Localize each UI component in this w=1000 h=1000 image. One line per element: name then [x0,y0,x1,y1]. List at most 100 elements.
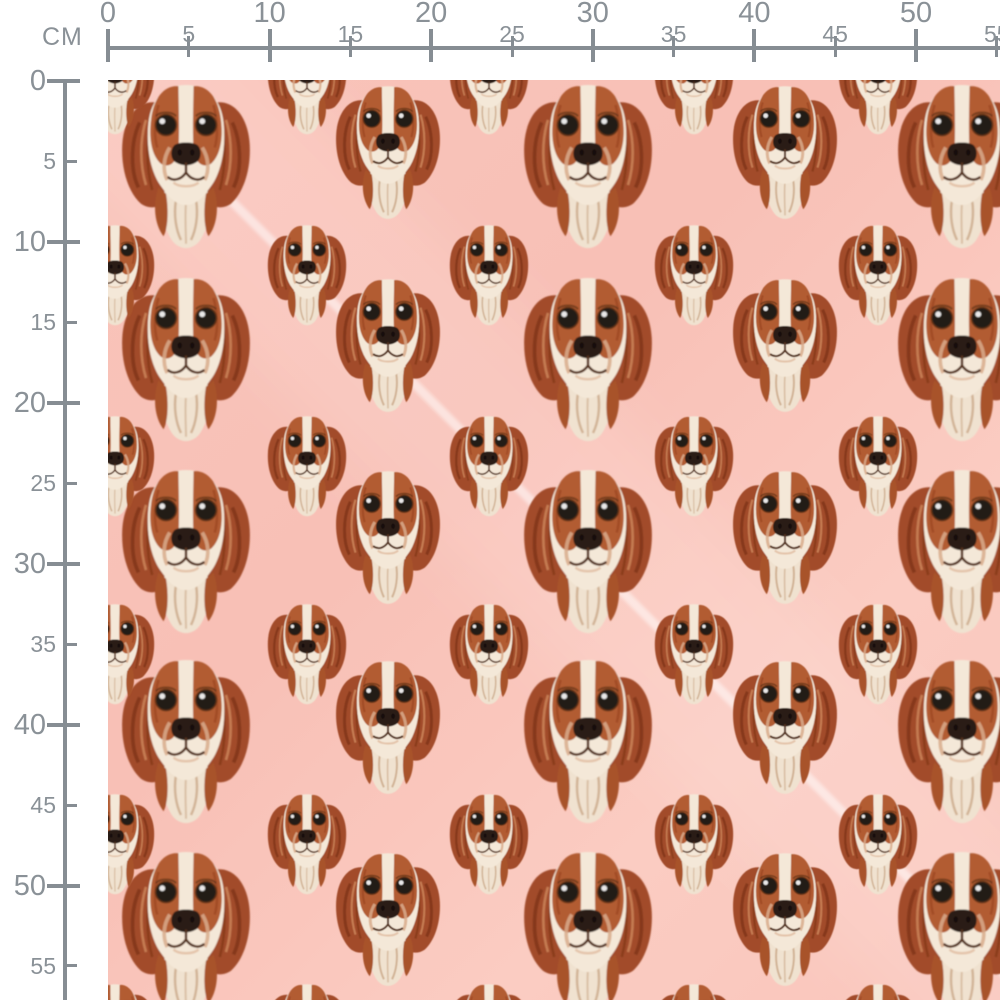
horizontal-ruler-tick [106,29,110,62]
dog-head-small [108,216,161,331]
dog-head-small [108,975,161,1000]
dog-head-large [887,837,1000,1000]
horizontal-ruler-tick [833,36,837,57]
dog-head-small [443,216,535,331]
dog-head-small [443,407,535,522]
dog-head-small [261,80,353,140]
dog-head-medium [724,841,846,994]
horizontal-ruler-label: 20 [415,0,448,29]
dog-head-large [513,455,663,643]
dog-head-small [832,216,924,331]
vertical-ruler-tick [47,561,80,566]
dog-head-small [261,785,353,900]
horizontal-ruler-label: 45 [822,21,848,47]
horizontal-ruler-line [108,46,1000,50]
vertical-ruler-tick [47,239,80,244]
dog-head-small [261,407,353,522]
dog-head-small [108,80,161,140]
vertical-ruler-tick [63,964,77,968]
dog-head-medium [327,649,449,802]
vertical-ruler-label: 40 [13,708,46,741]
dog-head-small [443,975,535,1000]
horizontal-ruler-label: 40 [738,0,771,29]
dog-head-small [443,80,535,140]
dog-head-small [108,595,161,710]
dog-head-small [261,216,353,331]
vertical-ruler-line [63,80,67,1000]
dog-head-large [513,263,663,451]
dog-head-large [111,645,261,833]
dog-head-small [648,595,740,710]
dog-head-small [648,975,740,1000]
fabric-sheen-band [108,80,1000,1000]
dog-head-small [108,407,161,522]
dog-head-medium [724,80,846,227]
horizontal-ruler-label: 50 [899,0,933,29]
dog-head-medium [327,267,449,420]
dog-head-medium [724,649,846,802]
dog-head-large [111,80,261,258]
vertical-ruler-label: 30 [13,547,46,580]
vertical-ruler-label: 50 [13,869,46,902]
dog-head-small [648,785,740,900]
dog-head-large [513,645,663,833]
vertical-ruler-tick [47,883,80,888]
ruler-unit-label: CM [42,23,83,51]
dog-head-small [108,785,161,900]
dog-head-large [513,80,663,258]
vertical-ruler-tick [63,320,77,324]
dog-head-small [443,785,535,900]
horizontal-ruler-tick [267,29,272,62]
vertical-ruler-tick [47,722,80,727]
vertical-ruler-label: 35 [30,631,56,658]
horizontal-ruler-tick [752,29,757,62]
dog-head-large [111,263,261,451]
dog-head-small [261,595,353,710]
vertical-ruler-tick [63,642,77,646]
horizontal-ruler-tick [672,36,676,57]
vertical-ruler-label: 20 [13,386,46,419]
vertical-ruler-label: 0 [29,65,46,97]
vertical-ruler-label: 15 [30,309,56,336]
vertical-ruler-tick [63,159,77,163]
dog-head-small [261,975,353,1000]
horizontal-ruler-label: 30 [576,0,609,29]
horizontal-ruler-tick [995,36,999,57]
horizontal-ruler-tick [914,29,918,62]
dog-head-large [111,455,261,643]
horizontal-ruler-label: 55 [984,21,1000,47]
dog-head-small [832,975,924,1000]
horizontal-ruler-label: 25 [499,21,525,47]
dog-head-medium [327,841,449,994]
fabric-swatch [108,80,1000,1000]
vertical-ruler-tick [47,400,80,405]
dog-head-small [832,785,924,900]
horizontal-ruler-label: 35 [660,21,687,47]
dog-head-small [648,216,740,331]
dog-head-large [887,263,1000,451]
horizontal-ruler-tick [510,36,514,57]
horizontal-ruler-tick [429,29,434,62]
dog-head-medium [724,267,846,420]
dog-head-small [648,407,740,522]
vertical-ruler-label: 45 [30,792,56,819]
dog-head-small [832,407,924,522]
fabric-sheen-streak [108,80,1000,1000]
dog-head-small [832,80,924,140]
vertical-ruler-tick [47,79,80,83]
horizontal-ruler-tick [187,36,191,57]
vertical-ruler-tick [63,803,77,807]
horizontal-ruler-label: 5 [182,21,196,47]
dog-head-large [887,645,1000,833]
dog-head-medium [327,80,449,227]
dog-head-medium [724,459,846,612]
dog-head-large [887,80,1000,258]
dog-head-large [111,837,261,1000]
dog-head-medium [327,459,449,612]
vertical-ruler-label: 25 [30,470,56,497]
dog-head-large [887,455,1000,643]
horizontal-ruler-label: 0 [99,0,117,29]
dog-head-large [513,837,663,1000]
dog-head-small [832,595,924,710]
